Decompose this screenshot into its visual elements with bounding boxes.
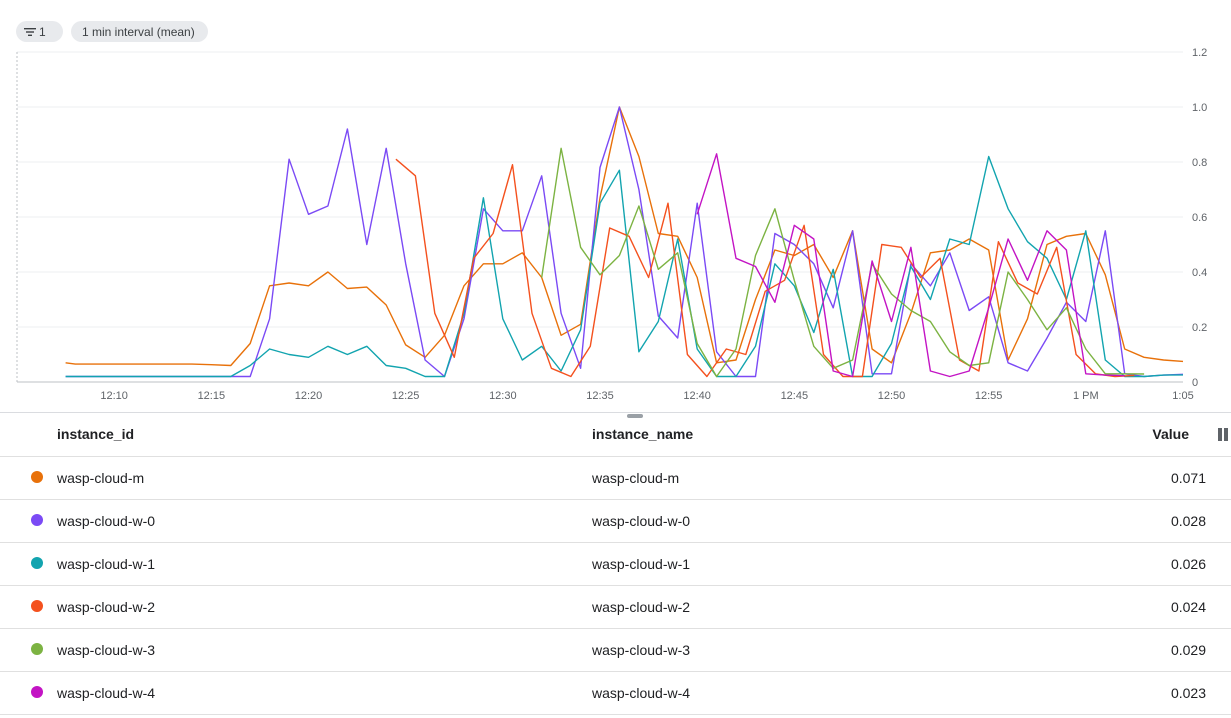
interval-label: 1 min interval (mean) (82, 24, 195, 39)
line-chart: 0 0.2 0.4 0.6 0.8 1.0 1.2 12:10 12:15 12:20 12:25… (16, 47, 1207, 402)
table-row[interactable]: wasp-cloud-w-4 wasp-cloud-w-4 0.023 (0, 672, 1231, 715)
value-cell: 0.024 (1170, 599, 1206, 615)
interval-chip[interactable]: 1 min interval (mean) (71, 21, 208, 42)
table-row[interactable]: wasp-cloud-m wasp-cloud-m 0.071 (0, 457, 1231, 500)
series-color-dot (31, 600, 43, 612)
instance-name-cell: wasp-cloud-w-2 (592, 599, 691, 615)
instance-name-cell: wasp-cloud-w-1 (592, 556, 691, 572)
x-tick-label: 12:30 (489, 390, 517, 402)
series-color-dot (31, 471, 43, 483)
y-tick-label: 1.2 (1192, 47, 1207, 59)
chart-table-divider (0, 412, 1231, 413)
filter-chip[interactable]: 1 (16, 21, 63, 42)
column-header-value[interactable]: Value (1152, 426, 1189, 442)
instance-id-cell: wasp-cloud-w-1 (57, 556, 156, 572)
x-tick-label: 12:25 (392, 390, 420, 402)
instance-name-cell: wasp-cloud-w-4 (592, 685, 691, 701)
resize-handle[interactable] (627, 414, 643, 418)
series-color-dot (31, 643, 43, 655)
instance-id-cell: wasp-cloud-w-2 (57, 599, 156, 615)
series-color-dot (31, 686, 43, 698)
value-cell: 0.028 (1170, 513, 1206, 529)
y-axis-ticks: 0 0.2 0.4 0.6 0.8 1.0 1.2 (1192, 47, 1207, 389)
gridlines (16, 51, 1183, 383)
column-header-instance-name[interactable]: instance_name (592, 426, 694, 442)
instance-name-cell: wasp-cloud-w-0 (592, 513, 691, 529)
series-line-wasp-cloud-w-0[interactable] (65, 106, 1184, 378)
x-tick-label: 12:50 (878, 390, 906, 402)
table-row[interactable]: wasp-cloud-w-2 wasp-cloud-w-2 0.024 (0, 586, 1231, 629)
value-cell: 0.026 (1170, 556, 1206, 572)
series-line-wasp-cloud-w-4[interactable] (696, 153, 1125, 378)
x-tick-label: 1 PM (1073, 390, 1099, 402)
y-tick-label: 0.6 (1192, 212, 1207, 224)
y-tick-label: 0.2 (1192, 322, 1207, 334)
value-cell: 0.071 (1170, 470, 1206, 486)
value-cell: 0.023 (1170, 685, 1206, 701)
series-lines (65, 106, 1184, 378)
instance-name-cell: wasp-cloud-w-3 (592, 642, 691, 658)
instance-id-cell: wasp-cloud-w-0 (57, 513, 156, 529)
table-header: instance_id instance_name Value (0, 413, 1231, 457)
series-color-dot (31, 557, 43, 569)
instance-id-cell: wasp-cloud-w-3 (57, 642, 156, 658)
y-tick-label: 0.8 (1192, 157, 1207, 169)
x-tick-label: 12:45 (781, 390, 809, 402)
x-axis-ticks: 12:10 12:15 12:20 12:25 12:30 12:35 12:40 12:45… (100, 390, 1193, 402)
value-cell: 0.029 (1170, 642, 1206, 658)
filter-count: 1 (39, 24, 46, 39)
series-line-wasp-cloud-w-2[interactable] (395, 158, 1135, 378)
instance-id-cell: wasp-cloud-w-4 (57, 685, 156, 701)
x-tick-label: 12:15 (198, 390, 226, 402)
instance-id-cell: wasp-cloud-m (57, 470, 145, 486)
x-tick-label: 12:20 (295, 390, 323, 402)
column-header-instance-id[interactable]: instance_id (57, 426, 135, 442)
y-tick-label: 0.4 (1192, 267, 1207, 279)
instance-name-cell: wasp-cloud-m (592, 470, 680, 486)
x-tick-label: 12:10 (100, 390, 128, 402)
table-row[interactable]: wasp-cloud-w-1 wasp-cloud-w-1 0.026 (0, 543, 1231, 586)
series-line-wasp-cloud-w-3[interactable] (541, 147, 1145, 378)
column-settings-icon[interactable] (1218, 428, 1229, 441)
y-tick-label: 1.0 (1192, 102, 1207, 114)
series-line-wasp-cloud-w-1[interactable] (65, 155, 1184, 378)
y-tick-label: 0 (1192, 377, 1198, 389)
series-color-dot (31, 514, 43, 526)
x-tick-label: 12:35 (586, 390, 614, 402)
x-tick-label: 12:55 (975, 390, 1003, 402)
table-row[interactable]: wasp-cloud-w-0 wasp-cloud-w-0 0.028 (0, 500, 1231, 543)
filter-icon (24, 27, 36, 36)
x-tick-label: 1:05 (1172, 390, 1193, 402)
legend-table: instance_id instance_name Value wasp-clo… (0, 413, 1231, 715)
x-tick-label: 12:40 (683, 390, 711, 402)
table-row[interactable]: wasp-cloud-w-3 wasp-cloud-w-3 0.029 (0, 629, 1231, 672)
